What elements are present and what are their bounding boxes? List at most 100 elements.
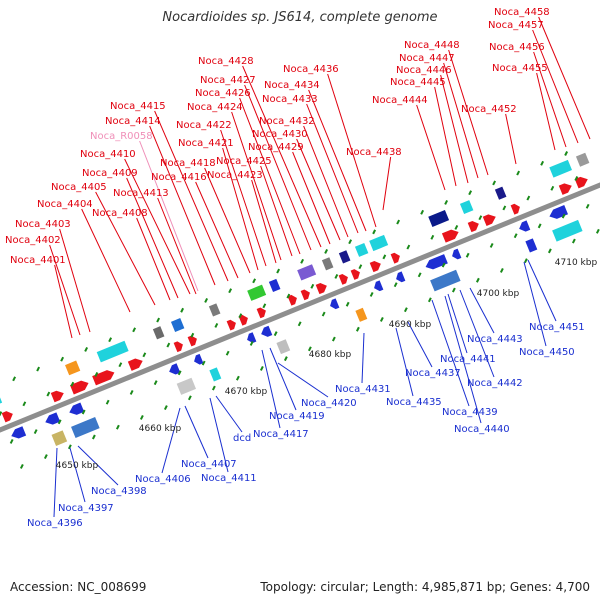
forward-gene-arrow (558, 183, 572, 195)
reverse-gene-box (276, 339, 291, 355)
forward-gene-leader (296, 138, 341, 241)
forward-gene-arrow (92, 370, 115, 386)
forward-gene-label: Noca_4433 (262, 94, 318, 105)
forward-gene-leader (260, 165, 293, 257)
reverse-gene-leader (523, 261, 547, 347)
forward-gene-leader (149, 125, 216, 286)
genome-backbone (0, 182, 600, 433)
reverse-gene-label: Noca_4398 (91, 486, 147, 497)
forward-gene-label: Noca_4429 (248, 142, 304, 153)
forward-gene-leader (95, 191, 156, 306)
map-title: Nocardioides sp. JS614, complete genome (162, 10, 438, 25)
forward-gene-label: Noca_4405 (51, 182, 107, 193)
reverse-gene-leader (361, 332, 365, 384)
forward-gene-box (170, 318, 185, 333)
reverse-gene-arrow (374, 280, 384, 292)
forward-gene-arrow (441, 229, 459, 243)
forward-gene-leader (139, 140, 199, 292)
forward-gene-leader (124, 158, 191, 295)
forward-gene-leader (244, 84, 312, 251)
forward-gene-leader (440, 74, 469, 184)
forward-gene-label: Noca_4438 (346, 147, 402, 158)
forward-gene-box (459, 200, 474, 215)
reverse-gene-box (176, 377, 197, 395)
forward-gene-label: Noca_4414 (105, 116, 161, 127)
forward-gene-leader (204, 167, 251, 274)
forward-gene-label: Noca_4446 (396, 65, 452, 76)
forward-gene-arrow (1, 411, 13, 423)
forward-gene-arrow (482, 214, 496, 226)
reverse-gene-label: Noca_4407 (181, 459, 237, 470)
forward-gene-box (428, 210, 450, 227)
forward-gene-box (549, 159, 572, 178)
reverse-gene-arrow (396, 271, 406, 283)
forward-gene-leader (239, 97, 301, 255)
forward-gene-leader (222, 147, 259, 271)
forward-gene-box (0, 392, 3, 409)
reverse-gene-box (71, 417, 100, 438)
reverse-gene-label: Noca_4411 (201, 473, 257, 484)
reverse-gene-leader (395, 327, 414, 397)
reverse-inner-ticks (9, 203, 590, 444)
forward-gene-box (338, 250, 351, 264)
forward-gene-box (321, 257, 334, 271)
reverse-gene-leader (431, 299, 470, 407)
reverse-gene-leader (215, 395, 243, 433)
reverse-gene-label: dcd (233, 433, 251, 444)
forward-gene-label: Noca_4418 (160, 158, 216, 169)
reverse-gene-arrow (69, 402, 85, 415)
forward-gene-label: Noca_4415 (110, 101, 166, 112)
forward-gene-arrow (300, 289, 310, 301)
forward-gene-box (65, 360, 81, 376)
forward-gene-leader (536, 72, 556, 151)
forward-gene-arrow (256, 307, 266, 319)
forward-gene-leader (434, 86, 457, 187)
reverse-gene-leader (261, 349, 281, 429)
topology-text: Topology: circular; Length: 4,985,871 bp… (260, 580, 590, 594)
reverse-gene-leader (459, 289, 495, 378)
scale-label: 4650 kbp (56, 461, 99, 471)
forward-gene-label: Noca_4428 (198, 56, 254, 67)
forward-gene-box (152, 326, 165, 340)
reverse-gene-label: Noca_4420 (301, 398, 357, 409)
reverse-gene-label: Noca_4396 (27, 518, 83, 529)
forward-gene-label: Noca_4423 (207, 170, 263, 181)
reverse-gene-leader (209, 397, 229, 473)
reverse-gene-arrow (330, 298, 340, 310)
forward-gene-box (96, 340, 129, 363)
forward-gene-box (494, 186, 507, 200)
forward-gene-leader (538, 16, 591, 140)
reverse-gene-arrow (452, 248, 462, 260)
forward-gene-leader (242, 65, 322, 248)
accession-text: Accession: NC_008699 (10, 580, 147, 594)
forward-gene-box (369, 234, 389, 252)
reverse-gene-arrow (11, 426, 27, 439)
forward-gene-label: Noca_4432 (259, 116, 315, 127)
reverse-gene-label: Noca_4419 (269, 411, 325, 422)
forward-gene-arrow (510, 203, 520, 215)
forward-gene-label: Noca_4444 (372, 95, 428, 106)
reverse-gene-arrow (261, 325, 273, 337)
reverse-gene-leader (407, 321, 433, 368)
reverse-gene-label: Noca_4451 (529, 322, 585, 333)
forward-gene-label: Noca_4458 (494, 7, 550, 18)
forward-gene-label: Noca_4427 (200, 75, 256, 86)
forward-gene-leader (533, 51, 567, 148)
forward-gene-leader (126, 177, 179, 299)
forward-gene-leader (154, 110, 229, 282)
forward-gene-label: Noca_4403 (15, 219, 71, 230)
forward-gene-label: Noca_4448 (404, 40, 460, 51)
forward-gene-leader (532, 29, 579, 144)
forward-gene-arrow (574, 176, 588, 189)
forward-gene-label: Noca_4436 (283, 64, 339, 75)
reverse-gene-box (525, 238, 538, 253)
forward-gene-leader (443, 62, 479, 179)
forward-gene-leader (231, 111, 282, 261)
reverse-gene-label: Noca_4450 (519, 347, 575, 358)
forward-gene-leader (49, 244, 81, 336)
scale-label: 4660 kbp (139, 424, 182, 434)
forward-gene-arrow (187, 335, 197, 347)
forward-gene-leader (136, 217, 171, 301)
forward-gene-arrow (467, 220, 479, 233)
